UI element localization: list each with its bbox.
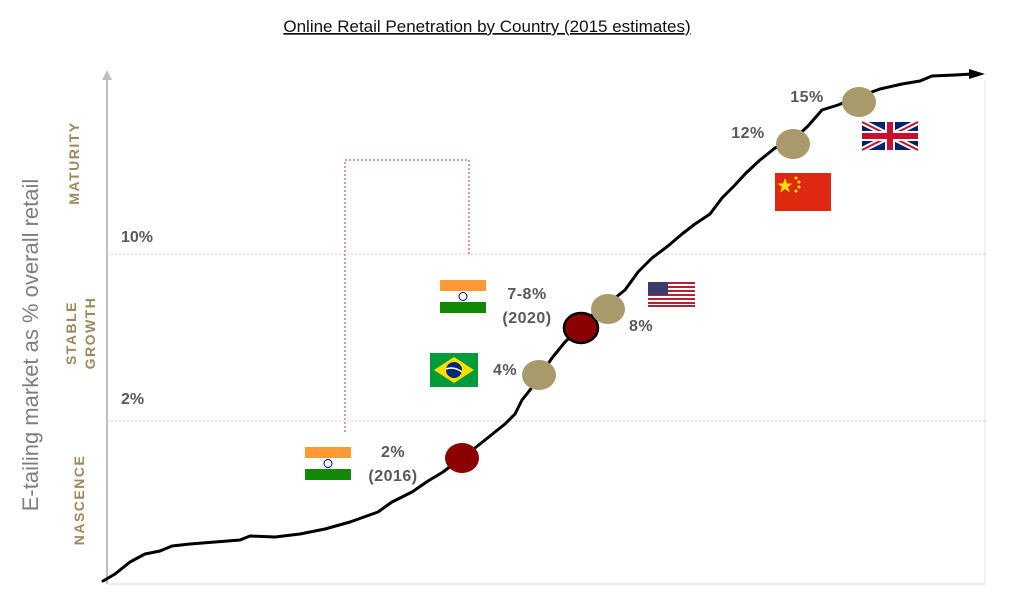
label-china: 12% — [731, 125, 765, 142]
adoption-curve — [101, 72, 974, 583]
point-usa — [591, 294, 625, 324]
india-flag — [305, 447, 351, 480]
usa-flag — [648, 282, 695, 307]
y-axis-label: E-tailing market as % overall retail — [18, 179, 43, 512]
label-uk: 15% — [790, 89, 824, 106]
phase-nascence: NASCENCE — [71, 455, 87, 546]
chart-title: Online Retail Penetration by Country (20… — [283, 17, 690, 36]
point-china — [776, 129, 810, 159]
threshold-label-2: 2% — [121, 391, 144, 408]
label-india-2020: 7-8% — [507, 286, 546, 303]
china-flag — [775, 173, 831, 211]
label-usa: 8% — [629, 318, 653, 335]
sublabel-india-2016: (2016) — [368, 468, 417, 485]
india-flag — [440, 280, 486, 313]
point-india-2020 — [562, 311, 600, 345]
point-india-2016 — [445, 443, 479, 473]
india-connector — [344, 159, 470, 432]
sublabel-india-2020: (2020) — [502, 310, 551, 327]
label-india-2016: 2% — [381, 444, 405, 461]
label-brazil: 4% — [493, 362, 517, 379]
curve-arrowhead — [969, 69, 985, 79]
uk-flag — [860, 119, 920, 153]
point-uk — [842, 87, 876, 117]
threshold-label-10: 10% — [121, 229, 153, 246]
phase-stable-line1: STABLE — [63, 301, 79, 365]
y-axis-arrow — [102, 70, 112, 80]
phase-maturity: MATURITY — [66, 121, 82, 204]
phase-stable-line2: GROWTH — [82, 297, 98, 370]
brazil-flag — [430, 353, 478, 387]
point-brazil — [522, 360, 556, 390]
